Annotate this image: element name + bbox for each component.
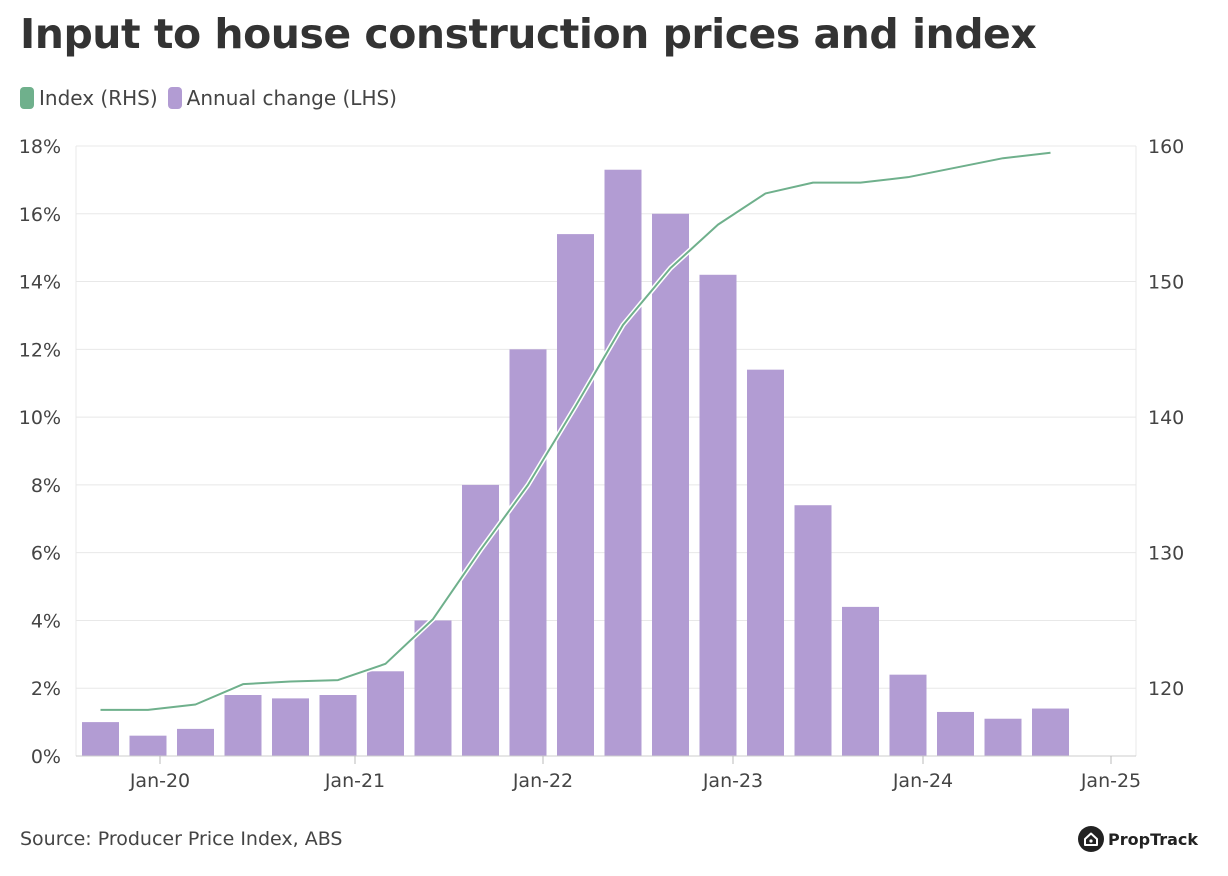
chart-legend: Index (RHS) Annual change (LHS) [20,86,407,110]
y-right-tick-label: 130 [1148,543,1184,565]
bar [367,671,404,756]
bar [557,234,594,757]
index-line [100,151,1051,711]
bar-series [82,169,1069,757]
x-tick-label: Jan-22 [512,770,573,792]
bar [889,674,927,756]
source-note: Source: Producer Price Index, ABS [20,828,343,850]
bar [509,349,547,756]
bar [129,735,167,756]
y-left-tick-label: 8% [31,475,61,497]
y-left-tick-label: 6% [31,543,61,565]
legend-swatch-annual-change [167,87,182,109]
bar [842,606,879,756]
y-right-tick-label: 150 [1148,272,1184,294]
brand-name: PropTrack [1108,829,1199,849]
x-tick-label: Jan-25 [1080,770,1141,792]
y-left-tick-label: 2% [31,678,61,700]
legend-label-index: Index (RHS) [39,86,158,110]
legend-item-annual-change: Annual change (LHS) [167,86,397,110]
house-icon [1078,826,1104,852]
brand-logo: PropTrack [1078,826,1198,852]
y-left-tick-label: 0% [31,746,61,768]
bar [319,695,357,756]
bar [224,695,262,756]
bar [984,718,1022,756]
bar [462,484,499,756]
legend-item-index: Index (RHS) [20,86,158,110]
chart-title: Input to house construction prices and i… [20,10,1037,58]
bar [652,213,689,756]
bar [937,711,974,756]
x-tick-label: Jan-24 [892,770,953,792]
y-left-tick-label: 18% [19,136,61,158]
x-tick-label: Jan-23 [702,770,763,792]
y-right-tick-label: 120 [1148,678,1184,700]
y-right-tick-label: 160 [1148,136,1184,158]
bar [794,505,832,756]
bar [604,169,642,756]
line-series [100,150,1051,713]
y-right-tick-label: 140 [1148,407,1184,429]
y-left-tick-label: 14% [19,272,61,294]
bar [82,722,119,756]
y-left-tick-label: 12% [19,339,61,361]
y-left-tick-label: 10% [19,407,61,429]
x-tick-label: Jan-21 [324,770,385,792]
bar [747,369,784,756]
y-left-tick-label: 16% [19,204,61,226]
y-left-tick-label: 4% [31,610,61,632]
x-tick-label: Jan-20 [129,770,190,792]
bar [272,698,309,756]
bar [1032,708,1069,756]
bar [414,620,452,756]
legend-label-annual-change: Annual change (LHS) [186,86,397,110]
legend-swatch-index [20,87,34,109]
bar [177,728,214,756]
axes: 0% 2% 4% 6% 8% 10% 12% 14% 16% 18% 120 130 140 150 160… [19,136,1185,792]
bar [699,274,737,756]
